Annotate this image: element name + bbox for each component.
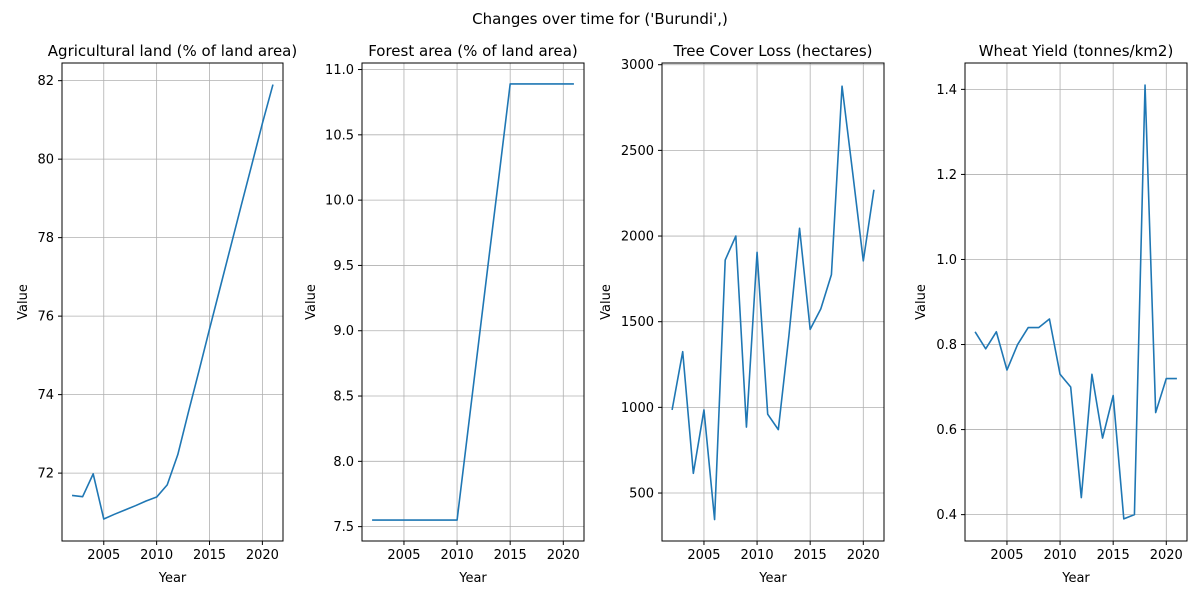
y-tick-label: 82 xyxy=(37,74,54,89)
y-tick-label: 1500 xyxy=(621,315,654,330)
plot-frame xyxy=(61,62,284,542)
chart-title: Tree Cover Loss (hectares) xyxy=(672,42,872,60)
x-tick-label: 2005 xyxy=(990,548,1023,563)
y-tick-label: 10.0 xyxy=(325,194,354,209)
x-tick-label: 2010 xyxy=(741,548,774,563)
x-tick-label: 2005 xyxy=(687,548,720,563)
y-tick-label: 7.5 xyxy=(333,520,354,535)
y-tick-label: 500 xyxy=(629,487,654,502)
x-tick-label: 2010 xyxy=(441,548,474,563)
chart-title: Forest area (% of land area) xyxy=(368,42,578,60)
y-axis-label: Value xyxy=(914,284,929,320)
y-tick-label: 0.8 xyxy=(936,338,957,353)
x-tick-label: 2020 xyxy=(547,548,580,563)
y-tick-label: 1.4 xyxy=(936,83,957,98)
y-tick-label: 3000 xyxy=(621,58,654,73)
y-tick-label: 80 xyxy=(37,153,54,168)
y-tick-label: 1.0 xyxy=(936,253,957,268)
x-tick-label: 2015 xyxy=(193,548,226,563)
chart-panel-3: 2005 2010 2015 2020 500 1000 1500 2000 2500 3000 T… xyxy=(599,42,885,586)
x-tick-label: 2020 xyxy=(246,548,279,563)
y-tick-label: 72 xyxy=(37,467,54,482)
y-tick-label: 0.4 xyxy=(936,508,957,523)
chart-panel-4: 2005 2010 2015 2020 0.4 0.6 0.8 1.0 1.2 1.4 Wheat … xyxy=(914,42,1188,586)
x-tick-label: 2020 xyxy=(847,548,880,563)
plot-frame xyxy=(361,62,585,542)
x-tick-label: 2015 xyxy=(1097,548,1130,563)
y-axis-label: Value xyxy=(599,284,614,320)
chart-panel-1: 2005 2010 2015 2020 72 74 76 78 80 82 Agricultural… xyxy=(16,42,297,586)
y-tick-label: 76 xyxy=(37,310,54,325)
x-tick-label: 2005 xyxy=(87,548,120,563)
series-line xyxy=(974,84,1177,520)
y-tick-label: 0.6 xyxy=(936,423,957,438)
y-tick-label: 1.2 xyxy=(936,168,957,183)
x-tick-label: 2015 xyxy=(794,548,827,563)
x-tick-label: 2005 xyxy=(387,548,420,563)
y-tick-label: 74 xyxy=(37,388,54,403)
y-tick-label: 8.5 xyxy=(333,390,354,405)
x-tick-label: 2020 xyxy=(1150,548,1183,563)
x-tick-label: 2015 xyxy=(494,548,527,563)
y-tick-label: 9.0 xyxy=(333,324,354,339)
chart-panel-2: 2005 2010 2015 2020 7.5 8.0 8.5 9.0 9.5 10.0 10.5 1… xyxy=(304,42,585,586)
y-axis-label: Value xyxy=(16,284,31,320)
chart-title: Agricultural land (% of land area) xyxy=(48,42,297,60)
x-axis-label: Year xyxy=(158,571,187,586)
figure-suptitle: Changes over time for ('Burundi',) xyxy=(472,10,728,28)
x-axis-label: Year xyxy=(458,571,487,586)
plot-frame xyxy=(661,62,885,542)
series-line xyxy=(372,83,574,521)
y-tick-label: 10.5 xyxy=(325,128,354,143)
y-tick-label: 9.5 xyxy=(333,259,354,274)
x-axis-label: Year xyxy=(758,571,787,586)
chart-title: Wheat Yield (tonnes/km2) xyxy=(979,42,1174,60)
y-tick-label: 8.0 xyxy=(333,455,354,470)
series-line xyxy=(671,85,875,521)
y-tick-label: 11.0 xyxy=(325,63,354,78)
x-tick-label: 2010 xyxy=(1044,548,1077,563)
y-tick-label: 2000 xyxy=(621,230,654,245)
plot-frame xyxy=(964,62,1188,542)
y-tick-label: 2500 xyxy=(621,144,654,159)
y-tick-label: 78 xyxy=(37,231,54,246)
y-tick-label: 1000 xyxy=(621,401,654,416)
x-axis-label: Year xyxy=(1061,571,1090,586)
y-axis-label: Value xyxy=(304,284,319,320)
series-line xyxy=(71,84,274,520)
x-tick-label: 2010 xyxy=(140,548,173,563)
